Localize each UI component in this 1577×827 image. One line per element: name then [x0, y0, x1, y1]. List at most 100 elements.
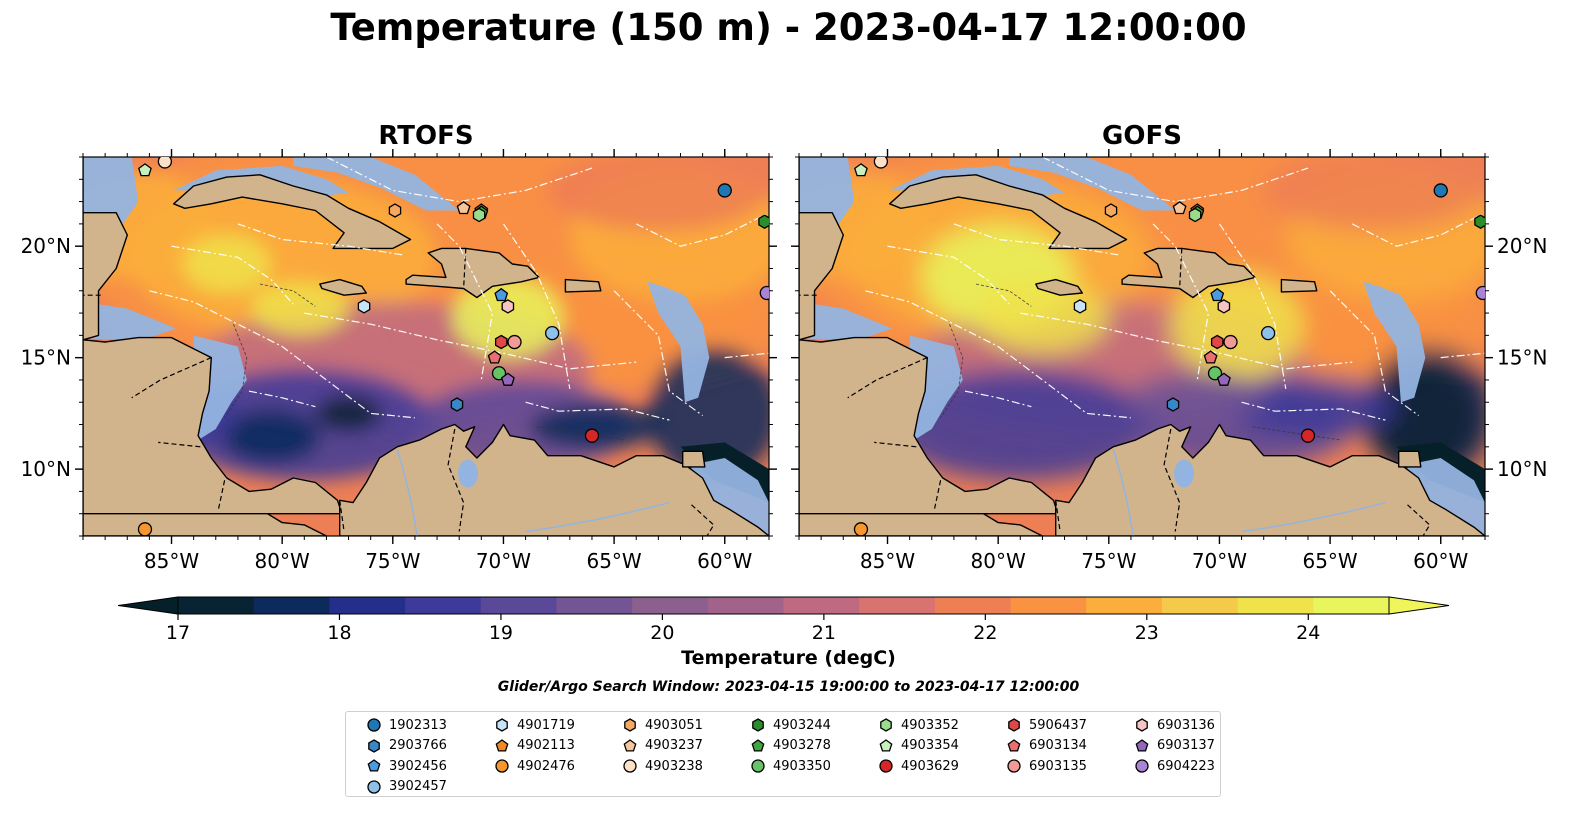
float-marker-6903135: [1223, 334, 1238, 350]
map-frame-rtofs: [82, 156, 770, 537]
float-marker-4903051: [1104, 203, 1118, 218]
x-tick-label: 65°W: [586, 549, 641, 573]
shelf-region: [293, 157, 460, 211]
eez-boundary: [1152, 223, 1210, 380]
colorbar-bin: [1237, 597, 1314, 614]
float-marker-4903237: [456, 200, 471, 215]
x-tick-label: 60°W: [1413, 549, 1468, 573]
float-markers-gofs: [853, 157, 1485, 536]
country-border: [933, 480, 942, 512]
country-border: [691, 504, 715, 536]
legend-marker-4903278: [751, 738, 765, 752]
colorbar-frame: [177, 596, 1390, 615]
eez-boundary: [964, 390, 1032, 408]
land-region: [1280, 278, 1318, 293]
legend-label: 4903051: [645, 717, 703, 733]
hexagon-marker-icon: [1008, 718, 1020, 732]
legend-label: 6903134: [1029, 738, 1087, 753]
legend-marker-4903051: [624, 718, 636, 732]
map-frame-gofs: [798, 156, 1486, 537]
colorbar-bin: [1010, 597, 1087, 614]
float-marker-5906437: [494, 334, 508, 350]
eez-boundary: [1241, 401, 1386, 421]
colorbar-tick-label: 17: [166, 622, 190, 644]
legend-label: 4903352: [901, 717, 959, 733]
eez-boundary: [503, 223, 571, 390]
isobath-contour: [224, 324, 248, 419]
float-marker-6903136: [1217, 299, 1231, 314]
float-marker-6903135: [507, 334, 522, 350]
legend-item-2903766: 2903766: [366, 736, 447, 756]
land-region: [682, 450, 706, 468]
eez-boundary: [237, 223, 404, 256]
country-border: [447, 428, 465, 532]
float-marker-4901719: [1073, 299, 1087, 314]
figure-title: Temperature (150 m) - 2023-04-17 12:00:0…: [330, 6, 1247, 49]
eez-boundary: [248, 390, 316, 408]
temperature-feature: [182, 235, 272, 293]
legend-marker-3902456: [367, 759, 381, 772]
legend-label: 5906437: [1029, 717, 1087, 733]
land-region: [1397, 450, 1422, 468]
colorbar: 17 18 19 20 21 22 23 24: [117, 596, 1450, 644]
legend-marker-4902476: [495, 759, 509, 773]
circle-marker-icon: [1135, 759, 1149, 773]
x-tick-label: 80°W: [255, 549, 310, 573]
isobath-contour: [259, 283, 316, 307]
shelf-region: [799, 301, 892, 340]
legend-item-4903350: 4903350: [750, 756, 831, 776]
legend-marker-4903238: [623, 759, 637, 773]
eez-boundary: [887, 245, 1010, 305]
y-tick-label: 10°N: [21, 457, 71, 481]
shelf-region: [1009, 157, 1176, 211]
eez-boundary: [326, 157, 593, 203]
legend-item-6903137: 6903137: [1134, 736, 1215, 756]
eez-boundary: [635, 212, 769, 247]
circle-marker-icon: [623, 759, 637, 773]
hexagon-marker-icon: [1136, 718, 1148, 732]
y-tick-label: 10°N: [1497, 457, 1547, 481]
legend-item-4903237: 4903237: [622, 736, 703, 756]
colorbar-bin: [1161, 597, 1239, 614]
float-marker-2903766: [1166, 397, 1180, 412]
country-border: [1179, 248, 1183, 289]
legend-item-5906437: 5906437: [1006, 715, 1087, 735]
legend-item-4903238: 4903238: [622, 756, 703, 776]
colorbar-bin: [405, 597, 482, 614]
legend-item-4903278: 4903278: [750, 736, 831, 756]
float-marker-4903238: [873, 157, 889, 169]
float-marker-4903350: [491, 366, 507, 381]
pentagon-marker-icon: [495, 738, 509, 752]
y-tick-label: 15°N: [21, 346, 71, 370]
eez-boundary: [1042, 157, 1309, 203]
float-marker-4903244: [758, 214, 769, 229]
land-region: [83, 336, 343, 515]
x-tick-label: 65°W: [1302, 549, 1357, 573]
float-marker-4902476: [137, 522, 153, 536]
y-tick-label: 20°N: [1497, 234, 1547, 258]
legend-item-4902476: 4902476: [494, 756, 575, 776]
land-region: [799, 211, 844, 341]
x-tick-label: 60°W: [697, 549, 752, 573]
eez-boundary: [865, 290, 1131, 419]
map-gofs: [799, 157, 1485, 536]
float-marker-2903766: [450, 397, 464, 412]
colorbar-tick-label: 23: [1135, 622, 1159, 644]
eez-boundary: [171, 245, 294, 305]
temperature-feature: [1367, 362, 1479, 474]
temperature-feature: [1219, 375, 1397, 438]
legend-label: 1902313: [389, 717, 447, 733]
panel-title-gofs: GOFS: [1102, 121, 1182, 151]
eez-boundary: [613, 290, 703, 417]
x-tick-label: 70°W: [1192, 549, 1247, 573]
temperature-feature: [452, 277, 564, 358]
circle-marker-icon: [367, 718, 381, 732]
colorbar-under-extend: [117, 596, 179, 615]
legend-marker-4901719: [496, 718, 508, 732]
temperature-feature: [887, 368, 1154, 481]
float-marker-4902476: [853, 522, 869, 536]
float-marker-4903354: [854, 163, 868, 177]
float-marker-4903629: [584, 428, 600, 443]
x-tick-label: 80°W: [971, 549, 1026, 573]
legend-marker-4903629: [879, 759, 893, 773]
